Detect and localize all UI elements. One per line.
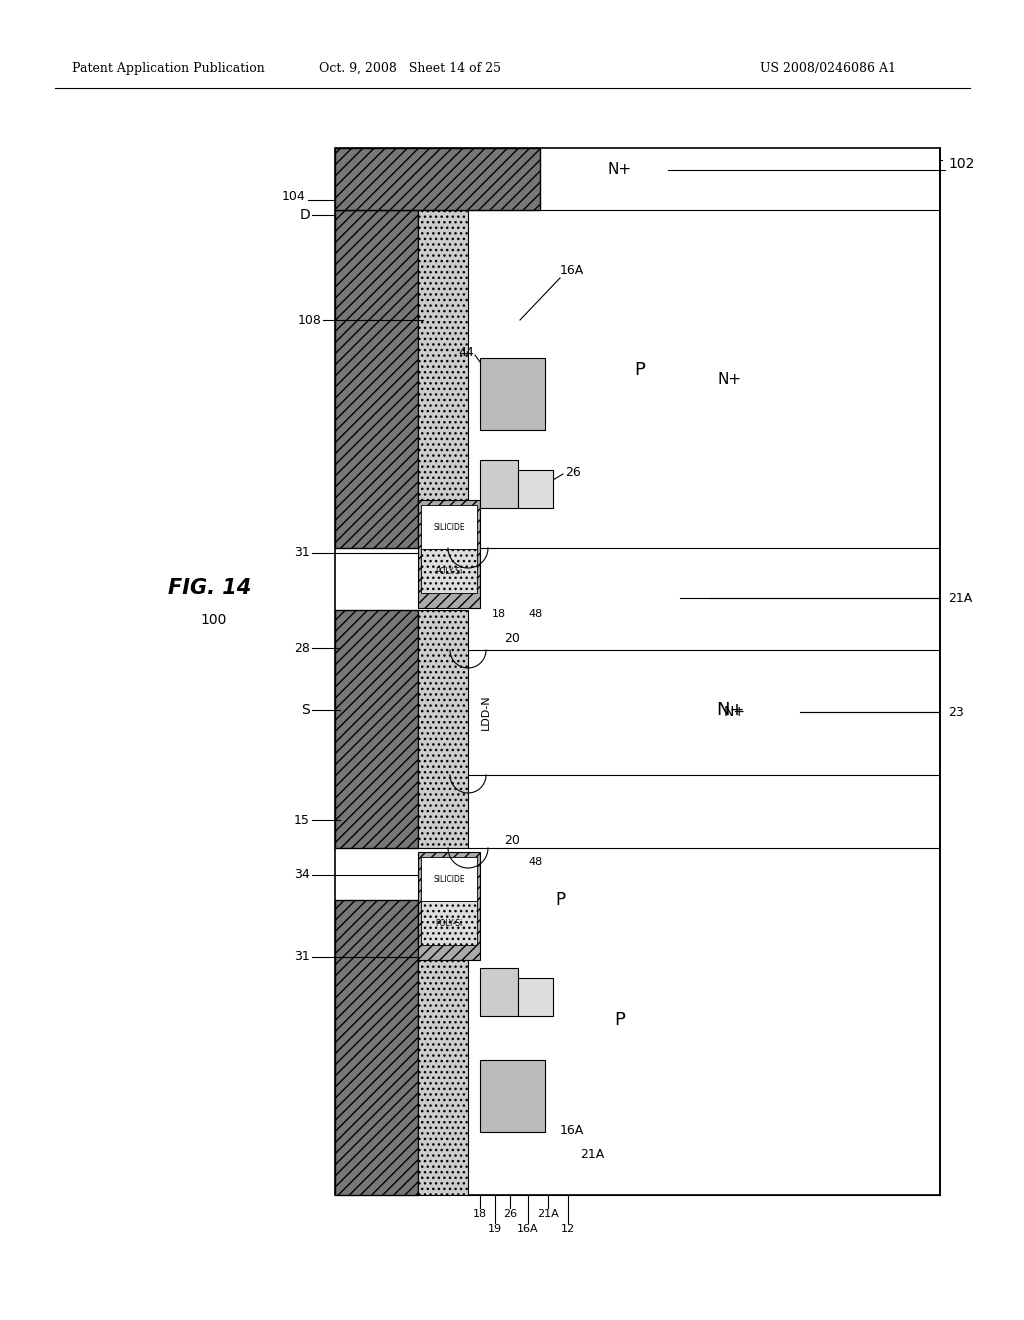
- Text: 12: 12: [561, 1224, 575, 1234]
- Bar: [480, 1060, 545, 1133]
- Text: 19: 19: [488, 1224, 502, 1234]
- Text: N+: N+: [492, 479, 507, 488]
- Text: D: D: [299, 209, 310, 222]
- Text: Patent Application Publication: Patent Application Publication: [72, 62, 265, 75]
- Text: SILICIDE: SILICIDE: [433, 874, 465, 883]
- Bar: [518, 978, 553, 1016]
- Text: SILICIDE: SILICIDE: [433, 523, 465, 532]
- Text: 28: 28: [294, 642, 310, 655]
- Text: P++: P++: [501, 1092, 524, 1101]
- Text: 31: 31: [294, 950, 310, 964]
- Text: N+: N+: [492, 987, 507, 997]
- Text: 20: 20: [504, 833, 520, 846]
- Bar: [480, 968, 518, 1016]
- Text: N+: N+: [718, 372, 742, 388]
- Text: 44: 44: [459, 346, 474, 359]
- Text: FIG. 14: FIG. 14: [168, 578, 251, 598]
- Text: 18: 18: [473, 1209, 487, 1218]
- Bar: [518, 470, 553, 508]
- Text: P++: P++: [501, 389, 524, 399]
- Text: 48: 48: [528, 609, 543, 619]
- Text: P+: P+: [528, 484, 543, 494]
- Bar: [421, 902, 477, 945]
- Text: 21A: 21A: [538, 1209, 559, 1218]
- Text: 100: 100: [200, 612, 226, 627]
- Text: 102: 102: [948, 157, 975, 172]
- Bar: [421, 549, 477, 593]
- Bar: [335, 610, 418, 847]
- Text: P: P: [555, 891, 565, 909]
- Text: Oct. 9, 2008   Sheet 14 of 25: Oct. 9, 2008 Sheet 14 of 25: [319, 62, 501, 75]
- Text: 15: 15: [294, 813, 310, 826]
- Bar: [335, 148, 540, 210]
- Bar: [421, 506, 477, 549]
- Text: P: P: [635, 360, 645, 379]
- Text: 21A: 21A: [580, 1148, 604, 1162]
- Text: 34: 34: [294, 869, 310, 882]
- Text: 31: 31: [294, 546, 310, 560]
- Text: 16A: 16A: [560, 1123, 585, 1137]
- Text: N+: N+: [608, 162, 632, 177]
- Bar: [335, 148, 940, 1195]
- Text: 26: 26: [503, 1209, 517, 1218]
- Text: 20: 20: [504, 631, 520, 644]
- Bar: [418, 900, 468, 1195]
- Bar: [480, 358, 545, 430]
- Text: 104: 104: [282, 190, 305, 203]
- Text: 26: 26: [565, 466, 581, 479]
- Bar: [418, 610, 468, 847]
- Text: 16A: 16A: [560, 264, 585, 276]
- Text: P+: P+: [528, 993, 543, 1002]
- Text: N+: N+: [724, 705, 746, 719]
- Bar: [335, 900, 418, 1195]
- Bar: [418, 210, 468, 548]
- Text: US 2008/0246086 A1: US 2008/0246086 A1: [760, 62, 896, 75]
- Text: POLY-Si: POLY-Si: [435, 919, 463, 928]
- Bar: [418, 500, 480, 609]
- Text: N+: N+: [716, 701, 744, 719]
- Text: S: S: [301, 704, 310, 717]
- Text: 18: 18: [492, 609, 506, 619]
- Text: 48: 48: [528, 857, 543, 867]
- Bar: [480, 459, 518, 508]
- Text: 16A: 16A: [517, 1224, 539, 1234]
- Text: 21A: 21A: [948, 591, 972, 605]
- Text: P: P: [614, 1011, 626, 1030]
- Text: LDD-N: LDD-N: [481, 694, 490, 730]
- Bar: [421, 857, 477, 902]
- Text: 23: 23: [948, 705, 964, 718]
- Bar: [418, 851, 480, 960]
- Text: POLY-Si: POLY-Si: [435, 566, 463, 576]
- Bar: [335, 210, 418, 548]
- Text: 108: 108: [298, 314, 322, 326]
